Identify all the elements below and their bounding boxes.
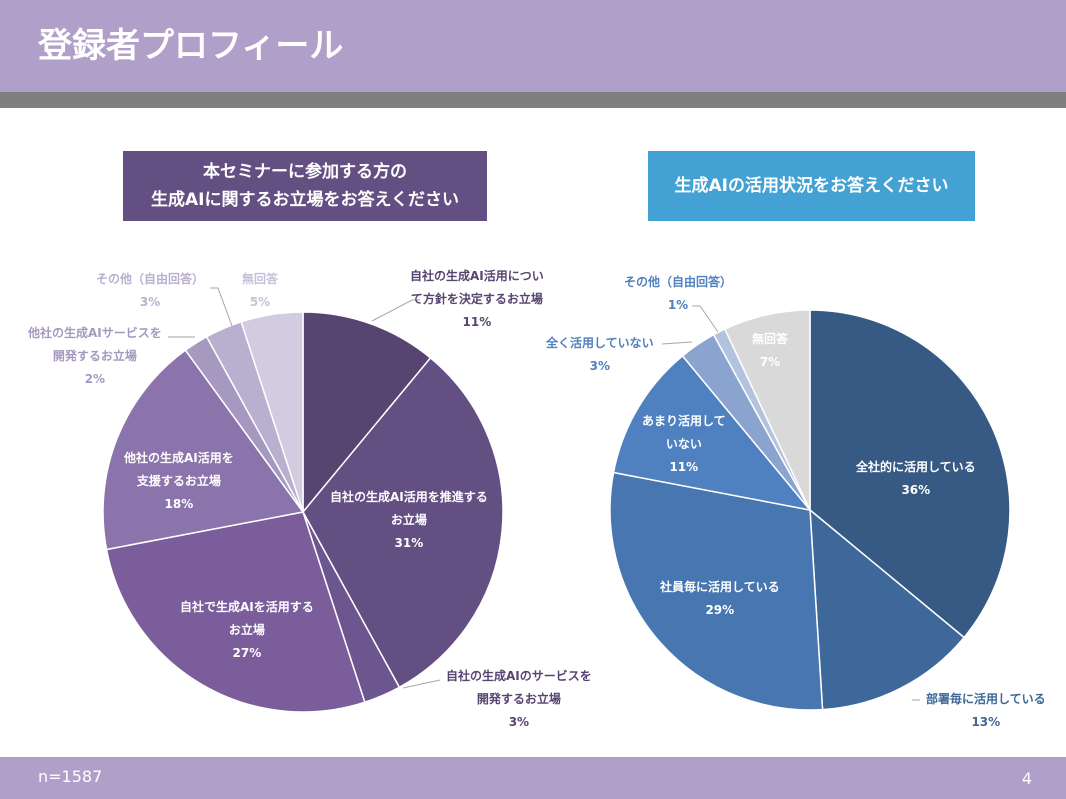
leader-lines: [168, 287, 920, 701]
left-pie-slice-1: [302, 311, 432, 515]
right-label-2: 部署毎に活用している 13%: [926, 692, 1046, 729]
left-label-3: 自社の生成AIのサービスを 開発するお立場 3%: [446, 669, 592, 729]
footer: n=1587 4: [0, 757, 1066, 799]
right-pie-slice-2: [809, 508, 966, 711]
left-label-2: 自社の生成AI活用を推進する お立場 31%: [330, 490, 488, 550]
right-question-line1: 生成AIの活用状況をお答えください: [674, 176, 949, 196]
header: 登録者プロフィール: [0, 0, 1066, 92]
right-pie: [609, 309, 1011, 711]
right-label-4: あまり活用して いない 11%: [642, 414, 726, 474]
right-pie-slice-7: [723, 309, 811, 511]
left-question: 本セミナーに参加する方の 生成AIに関するお立場をお答えください: [123, 151, 487, 221]
page-title: 登録者プロフィール: [38, 26, 344, 66]
left-question-line1: 本セミナーに参加する方の: [203, 162, 407, 182]
right-pie-slice-3: [609, 471, 824, 711]
left-pie-slice-2: [302, 356, 504, 689]
right-label-3: 社員毎に活用している 29%: [660, 580, 780, 617]
left-label-7: その他（自由回答） 3%: [96, 272, 205, 309]
right-label-6: その他（自由回答） 1%: [624, 275, 733, 312]
left-label-1: 自社の生成AI活用につい て方針を決定するお立場 11%: [410, 269, 544, 329]
left-pie-slice-5: [102, 349, 305, 551]
sample-size: n=1587: [38, 767, 103, 786]
right-label-1: 全社的に活用している 36%: [856, 460, 976, 497]
left-question-line2: 生成AIに関するお立場をお答えください: [151, 190, 459, 210]
right-question: 生成AIの活用状況をお答えください: [648, 151, 975, 221]
right-pie-slice-1: [809, 309, 1011, 639]
left-pie-slice-8: [240, 311, 304, 513]
right-label-7: 無回答 7%: [752, 332, 789, 369]
left-label-8: 無回答 5%: [242, 272, 279, 309]
left-pie-slice-4: [105, 511, 366, 713]
right-pie-slice-4: [612, 354, 812, 512]
divider-bar: [0, 92, 1066, 108]
page-number: 4: [1021, 769, 1032, 788]
left-pie: [102, 311, 504, 713]
left-label-5: 他社の生成AI活用を 支援するお立場 18%: [124, 451, 234, 511]
left-label-6: 他社の生成AIサービスを 開発するお立場 2%: [28, 326, 162, 386]
right-label-5: 全く活用していない 3%: [546, 336, 654, 373]
left-label-4: 自社で生成AIを活用する お立場 27%: [180, 600, 314, 660]
